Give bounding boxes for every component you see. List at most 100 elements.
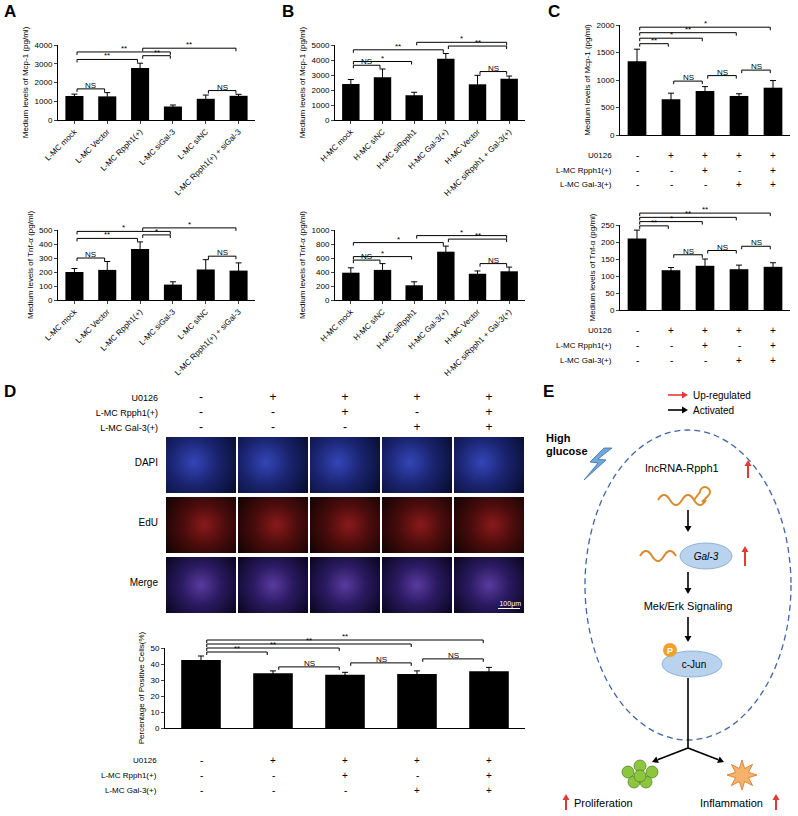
svg-text:-: - (636, 340, 639, 351)
svg-text:NS: NS (361, 252, 372, 261)
svg-text:**: ** (154, 48, 160, 57)
svg-text:L-MC Rpph1(+) + siGal-3: L-MC Rpph1(+) + siGal-3 (173, 307, 243, 377)
svg-text:NS: NS (683, 247, 694, 256)
svg-text:Medium levels of Mcp-1 (pg/ml): Medium levels of Mcp-1 (pg/ml) (298, 26, 307, 138)
svg-text:100: 100 (39, 282, 53, 291)
svg-text:*: * (155, 227, 158, 236)
svg-text:200: 200 (601, 238, 615, 247)
svg-text:**: ** (475, 231, 481, 240)
svg-text:L-MC Rpph1(+): L-MC Rpph1(+) (556, 166, 612, 175)
svg-text:*: * (397, 235, 400, 244)
svg-text:L-MC Gal-3(+): L-MC Gal-3(+) (560, 356, 612, 365)
svg-text:+: + (770, 150, 776, 161)
svg-text:**: ** (702, 205, 708, 214)
svg-text:L-MC siGal-3: L-MC siGal-3 (137, 307, 177, 347)
svg-text:3000: 3000 (312, 71, 330, 80)
svg-text:NS: NS (448, 651, 459, 660)
svg-text:NS: NS (751, 62, 762, 71)
svg-text:+: + (736, 355, 742, 366)
svg-text:200: 200 (316, 282, 330, 291)
svg-text:Inflammation: Inflammation (700, 797, 763, 809)
svg-text:H-MC Vector: H-MC Vector (443, 307, 482, 346)
svg-text:+: + (736, 179, 742, 190)
svg-text:NS: NS (85, 81, 96, 90)
svg-text:-: - (200, 755, 203, 766)
svg-text:P: P (667, 646, 673, 656)
svg-text:NS: NS (217, 83, 228, 92)
svg-text:150: 150 (601, 255, 615, 264)
svg-text:L-MC Rpph1(+): L-MC Rpph1(+) (99, 307, 145, 353)
svg-text:200: 200 (39, 268, 53, 277)
svg-text:H-MC Vector: H-MC Vector (443, 127, 482, 166)
svg-text:50: 50 (605, 289, 614, 298)
svg-text:0: 0 (325, 296, 330, 305)
svg-text:+: + (770, 165, 776, 176)
svg-text:2000: 2000 (312, 86, 330, 95)
svg-text:H-MC mock: H-MC mock (319, 127, 356, 164)
svg-text:1000: 1000 (312, 226, 330, 235)
svg-text:1500: 1500 (597, 48, 615, 57)
svg-text:NS: NS (717, 243, 728, 252)
svg-text:Activated: Activated (693, 405, 734, 416)
svg-text:**: ** (685, 209, 691, 218)
svg-text:4000: 4000 (35, 41, 53, 50)
svg-text:**: ** (121, 44, 127, 53)
svg-text:800: 800 (316, 240, 330, 249)
svg-text:L-MC Gal-3(+): L-MC Gal-3(+) (560, 180, 612, 189)
svg-text:+: + (702, 165, 708, 176)
svg-text:2000: 2000 (35, 78, 53, 87)
svg-text:-: - (636, 355, 639, 366)
svg-text:-: - (636, 150, 639, 161)
svg-text:500: 500 (601, 103, 615, 112)
svg-text:*: * (381, 54, 384, 63)
svg-text:-: - (670, 355, 673, 366)
svg-text:L-MC Gal-3(+): L-MC Gal-3(+) (105, 786, 157, 795)
svg-text:+: + (702, 340, 708, 351)
svg-text:300: 300 (39, 254, 53, 263)
svg-text:+: + (486, 755, 492, 766)
svg-text:Medium levels of Tnf-α (pg/ml): Medium levels of Tnf-α (pg/ml) (588, 213, 597, 321)
svg-text:-: - (200, 770, 203, 781)
svg-text:*: * (704, 19, 707, 28)
svg-text:NS: NS (488, 256, 499, 265)
svg-text:H-MC Gal-3(+): H-MC Gal-3(+) (406, 307, 450, 351)
svg-text:50: 50 (150, 644, 159, 653)
svg-text:Medium levels of Mcp-1 (pg/ml): Medium levels of Mcp-1 (pg/ml) (583, 24, 592, 136)
svg-text:**: ** (651, 218, 657, 227)
svg-text:5000: 5000 (312, 41, 330, 50)
svg-text:-: - (738, 165, 741, 176)
svg-text:+: + (770, 325, 776, 336)
svg-text:L-MC siGal-3: L-MC siGal-3 (137, 127, 177, 167)
svg-text:400: 400 (39, 240, 53, 249)
svg-text:L-MC Rpph1(+): L-MC Rpph1(+) (556, 341, 612, 350)
svg-text:+: + (770, 340, 776, 351)
svg-text:500: 500 (39, 226, 53, 235)
svg-text:10: 10 (150, 708, 159, 717)
svg-text:NS: NS (85, 250, 96, 259)
svg-text:400: 400 (316, 268, 330, 277)
svg-text:-: - (272, 785, 275, 796)
svg-text:-: - (670, 340, 673, 351)
svg-text:+: + (414, 785, 420, 796)
svg-text:NS: NS (361, 57, 372, 66)
svg-text:**: ** (186, 40, 192, 49)
svg-text:**: ** (104, 230, 110, 239)
svg-text:H-MC siNC: H-MC siNC (352, 127, 387, 162)
svg-text:-: - (704, 179, 707, 190)
svg-text:0: 0 (610, 131, 615, 140)
svg-text:*: * (670, 214, 673, 223)
svg-text:-: - (670, 179, 673, 190)
svg-text:**: ** (234, 644, 240, 653)
svg-text:1000: 1000 (35, 97, 53, 106)
svg-text:+: + (770, 355, 776, 366)
svg-text:U0126: U0126 (133, 756, 157, 765)
svg-text:**: ** (306, 636, 312, 645)
svg-text:lncRNA-Rpph1: lncRNA-Rpph1 (645, 462, 718, 474)
svg-text:*: * (460, 34, 463, 43)
svg-text:H-MC siRpph1 + Gal-3(+): H-MC siRpph1 + Gal-3(+) (443, 127, 514, 198)
svg-text:Medium levels of Mcp-1 (pg/ml): Medium levels of Mcp-1 (pg/ml) (21, 26, 30, 138)
svg-text:+: + (668, 325, 674, 336)
svg-text:Percentage of Positive Cells(%: Percentage of Positive Cells(%) (137, 631, 146, 744)
svg-text:1000: 1000 (312, 101, 330, 110)
svg-text:NS: NS (751, 238, 762, 247)
